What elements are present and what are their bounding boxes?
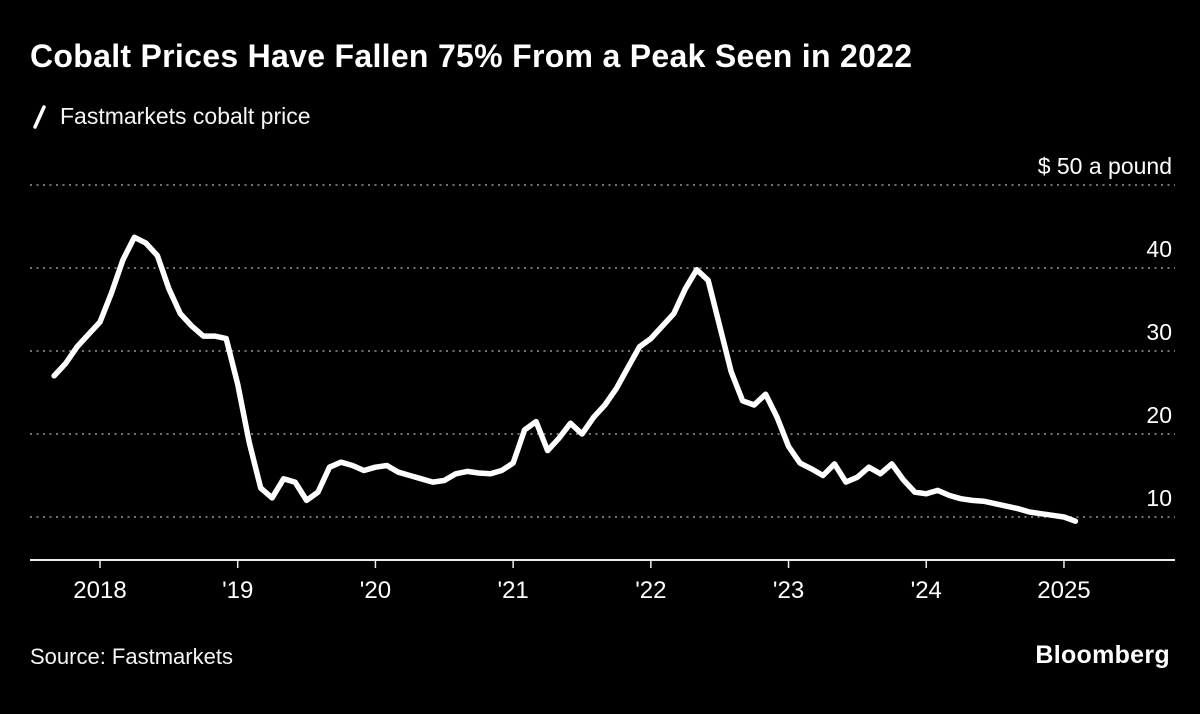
- x-axis-tick-label: 2025: [1037, 577, 1090, 604]
- x-axis-tick-label: '20: [360, 577, 391, 604]
- x-axis-tick-label: '22: [635, 577, 666, 604]
- x-axis-tick-label: 2018: [73, 577, 126, 604]
- x-axis-tick-label: '21: [497, 577, 528, 604]
- source-label: Source: Fastmarkets: [30, 644, 233, 669]
- y-axis-tick-label: 30: [1146, 319, 1172, 345]
- x-axis-tick-label: '24: [911, 577, 942, 604]
- bloomberg-logo: Bloomberg: [1035, 641, 1170, 669]
- legend: Fastmarkets cobalt price: [30, 103, 311, 130]
- legend-series-label: Fastmarkets cobalt price: [60, 103, 311, 129]
- price-line: [51, 234, 1079, 524]
- y-axis-tick-label: 10: [1146, 485, 1172, 511]
- x-axis-tick-label: '23: [773, 577, 804, 604]
- y-axis-tick-label: 40: [1146, 236, 1172, 262]
- y-axis-unit-label: $ 50 a pound: [1038, 153, 1172, 179]
- y-axis-tick-label: 20: [1146, 402, 1172, 428]
- x-axis-tick-label: '19: [222, 577, 253, 604]
- line-series-swatch-icon: [30, 104, 48, 129]
- chart-title: Cobalt Prices Have Fallen 75% From a Pea…: [30, 38, 913, 74]
